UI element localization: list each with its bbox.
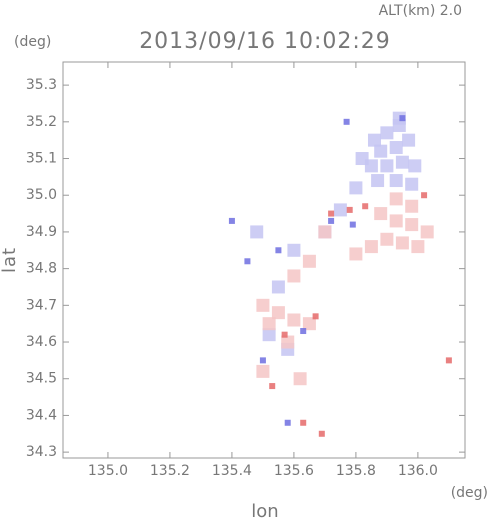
echo-patch <box>367 133 381 147</box>
echo-patch <box>355 152 369 166</box>
echo-patch <box>380 159 394 173</box>
echo-patch <box>287 313 301 327</box>
echo-patch <box>349 181 363 195</box>
x-unit: (deg) <box>451 485 488 501</box>
echo-patch <box>287 243 301 257</box>
plot-frame <box>62 61 466 459</box>
echo-patch <box>318 225 332 239</box>
echo-patch <box>302 254 316 268</box>
echo-patch <box>262 317 276 331</box>
echo-patch <box>269 383 276 390</box>
x-tick-label: 135.8 <box>336 463 376 479</box>
echo-patch <box>405 218 419 232</box>
y-unit: (deg) <box>14 34 51 50</box>
echo-patch <box>380 232 394 246</box>
y-tick-label: 35.0 <box>26 187 57 203</box>
y-tick-label: 35.3 <box>26 77 57 93</box>
y-tick-label: 34.7 <box>26 297 57 313</box>
chart-title: 2013/09/16 10:02:29 <box>139 29 391 54</box>
echo-patch <box>275 247 282 254</box>
echo-patch <box>371 174 385 188</box>
x-tick-label: 135.0 <box>88 463 128 479</box>
echo-patch <box>349 221 356 228</box>
echo-patch <box>281 331 288 338</box>
echo-patch <box>312 313 319 320</box>
altitude: ALT(km) 2.0 <box>379 3 462 19</box>
echo-patch <box>395 155 409 169</box>
echo-patch <box>349 247 363 261</box>
echo-patch <box>256 364 270 378</box>
echo-patch <box>271 280 285 294</box>
y-tick-label: 34.4 <box>26 407 57 423</box>
echo-patch <box>389 174 403 188</box>
y-tick-label: 35.1 <box>26 151 57 167</box>
echo-patch <box>389 141 403 155</box>
echo-patch <box>287 269 301 283</box>
echo-patch <box>421 192 428 199</box>
echo-patch <box>333 203 347 217</box>
echo-patch <box>389 192 403 206</box>
echo-patch <box>346 206 353 213</box>
echo-patch <box>228 217 235 224</box>
echo-patch <box>392 111 406 125</box>
echo-patch <box>328 210 335 217</box>
echo-patch <box>343 118 350 125</box>
echo-patch <box>405 177 419 191</box>
echo-patch <box>374 144 388 158</box>
x-tick-label: 135.6 <box>274 463 314 479</box>
echo-patch <box>256 298 270 312</box>
echo-patch <box>318 430 325 437</box>
echo-patch <box>300 328 307 335</box>
echo-patch <box>271 306 285 320</box>
echo-patch <box>284 419 291 426</box>
echo-patch <box>250 225 264 239</box>
y-tick-label: 34.9 <box>26 224 57 240</box>
echo-patch <box>244 258 251 265</box>
echo-patch <box>262 328 276 342</box>
y-tick-label: 34.8 <box>26 261 57 277</box>
echo-patch <box>389 214 403 228</box>
echo-patch <box>328 217 335 224</box>
echo-patch <box>300 419 307 426</box>
echo-patch <box>405 199 419 213</box>
x-label: lon <box>251 501 278 521</box>
echo-patch <box>374 207 388 221</box>
echo-patch <box>362 203 369 210</box>
echo-patch <box>281 335 295 349</box>
y-tick-label: 35.2 <box>26 114 57 130</box>
echo-patch <box>364 240 378 254</box>
echo-patch <box>399 115 406 122</box>
echo-patch <box>445 357 452 364</box>
echo-patch <box>302 317 316 331</box>
echo-patch <box>411 240 425 254</box>
echo-patch <box>259 357 266 364</box>
echo-patch <box>402 133 416 147</box>
y-tick-label: 34.3 <box>26 444 57 460</box>
y-tick-label: 34.6 <box>26 334 57 350</box>
x-tick-label: 136.0 <box>398 463 438 479</box>
echo-patch <box>408 159 422 173</box>
x-tick-label: 135.4 <box>212 463 252 479</box>
y-tick-label: 34.5 <box>26 371 57 387</box>
x-tick-label: 135.2 <box>150 463 190 479</box>
echo-patch <box>380 126 394 140</box>
echo-patch <box>395 236 409 250</box>
echo-patch <box>293 372 307 386</box>
y-label: lat <box>0 247 20 273</box>
echo-patch <box>420 225 434 239</box>
